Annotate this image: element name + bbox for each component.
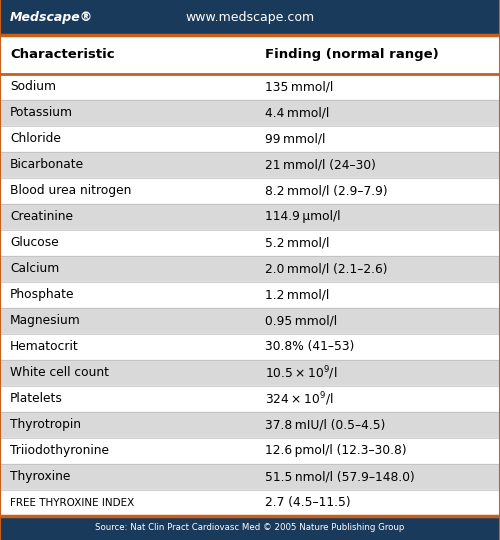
Text: Calcium: Calcium [10,262,59,275]
Text: 0.95 mmol/l: 0.95 mmol/l [265,314,337,327]
Text: 2.0 mmol/l (2.1–2.6): 2.0 mmol/l (2.1–2.6) [265,262,388,275]
Text: 2.7 (4.5–11.5): 2.7 (4.5–11.5) [265,496,350,509]
Text: Sodium: Sodium [10,80,56,93]
Bar [0,490,500,516]
Text: Magnesium: Magnesium [10,314,81,327]
Text: 1.2 mmol/l: 1.2 mmol/l [265,288,329,301]
Text: 135 mmol/l: 135 mmol/l [265,80,333,93]
Text: 4.4 mmol/l: 4.4 mmol/l [265,106,329,119]
Text: Finding (normal range): Finding (normal range) [265,48,439,61]
Text: 37.8 mIU/l (0.5–4.5): 37.8 mIU/l (0.5–4.5) [265,418,386,431]
Text: 21 mmol/l (24–30): 21 mmol/l (24–30) [265,158,376,171]
Text: 10.5 × 10$^{9}$/l: 10.5 × 10$^{9}$/l [265,364,338,382]
Text: Source: Nat Clin Pract Cardiovasc Med © 2005 Nature Publishing Group: Source: Nat Clin Pract Cardiovasc Med © … [96,523,405,532]
Text: FREE THYROXINE INDEX: FREE THYROXINE INDEX [10,498,134,508]
Text: Platelets: Platelets [10,392,63,406]
Bar [0,282,500,308]
Bar [0,126,500,152]
Bar [0,178,500,204]
Bar [0,412,500,438]
Bar [0,464,500,490]
Text: Hematocrit: Hematocrit [10,340,79,353]
Bar [0,256,500,282]
Text: 324 × 10$^{9}$/l: 324 × 10$^{9}$/l [265,390,334,408]
Bar [0,438,500,464]
Text: www.medscape.com: www.medscape.com [186,11,314,24]
Text: White cell count: White cell count [10,366,109,379]
Bar [0,360,500,386]
Bar [0,334,500,360]
Bar [0,204,500,230]
Text: Blood urea nitrogen: Blood urea nitrogen [10,184,132,198]
Text: Thyrotropin: Thyrotropin [10,418,81,431]
Bar [0,74,500,100]
Bar [0,516,500,540]
Text: Glucose: Glucose [10,237,59,249]
Text: Creatinine: Creatinine [10,211,73,224]
Text: Bicarbonate: Bicarbonate [10,158,84,171]
Text: 12.6 pmol/l (12.3–30.8): 12.6 pmol/l (12.3–30.8) [265,444,406,457]
Text: 8.2 mmol/l (2.9–7.9): 8.2 mmol/l (2.9–7.9) [265,184,388,198]
Text: 5.2 mmol/l: 5.2 mmol/l [265,237,330,249]
Text: Phosphate: Phosphate [10,288,74,301]
Text: Characteristic: Characteristic [10,48,115,61]
Bar [0,386,500,412]
Text: Triiodothyronine: Triiodothyronine [10,444,109,457]
Text: 51.5 nmol/l (57.9–148.0): 51.5 nmol/l (57.9–148.0) [265,470,415,483]
Text: 114.9 μmol/l: 114.9 μmol/l [265,211,340,224]
Text: Thyroxine: Thyroxine [10,470,70,483]
Bar [0,152,500,178]
Bar [0,230,500,256]
Bar [0,35,500,74]
Text: Chloride: Chloride [10,132,61,145]
Text: 30.8% (41–53): 30.8% (41–53) [265,340,354,353]
Text: 99 mmol/l: 99 mmol/l [265,132,326,145]
Bar [0,0,500,35]
Bar [0,100,500,126]
Text: Medscape®: Medscape® [10,11,93,24]
Text: Potassium: Potassium [10,106,73,119]
Bar [0,308,500,334]
